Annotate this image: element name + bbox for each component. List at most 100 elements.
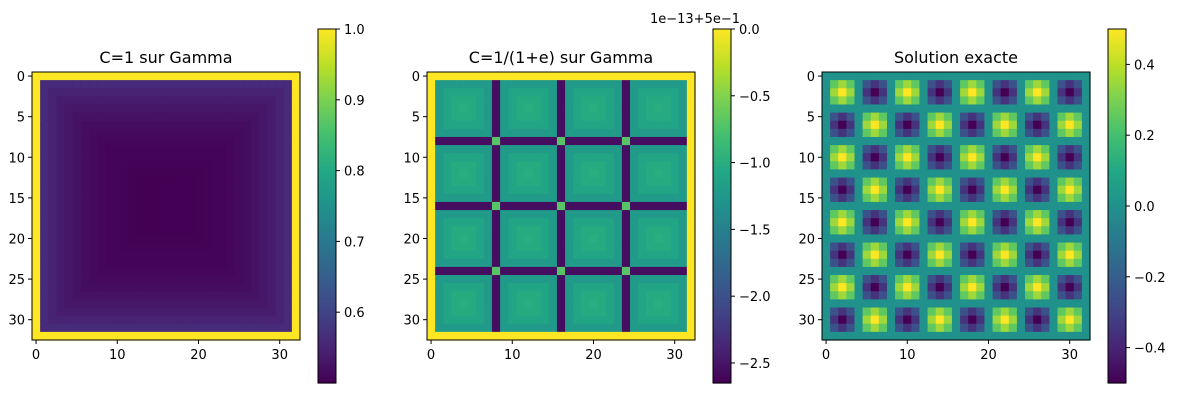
colorbar-segment [318,173,336,178]
y-tick-label: 5 [412,111,420,126]
heatmap-cell [80,201,90,211]
heatmap-cell [113,250,122,260]
heatmap-cell [1016,161,1026,171]
heatmap-cell [540,80,550,89]
heatmap-cell [621,169,631,179]
colorbar-segment [1108,96,1126,101]
heatmap-cell [186,234,196,244]
heatmap-cell [935,88,945,97]
heatmap-cell [243,177,252,187]
heatmap-cell [459,242,469,252]
heatmap-cell [1057,315,1067,325]
heatmap-cell [121,185,131,195]
heatmap-cell [64,258,74,268]
heatmap-cell [113,169,122,179]
heatmap-cell [878,331,888,341]
x-tick-label: 20 [980,348,997,363]
heatmap-cell [1057,177,1067,187]
heatmap-cell [870,80,880,89]
heatmap-cell [646,307,655,317]
heatmap-cell [524,201,534,211]
heatmap-cell [137,307,147,317]
heatmap-cell [56,104,66,114]
heatmap-cell [137,323,147,333]
colorbar-segment [713,309,731,313]
heatmap-cell [854,136,864,146]
heatmap-cell [678,161,688,171]
colorbar-segment [1108,324,1126,328]
heatmap-cell [483,136,493,146]
heatmap-cell [654,307,664,317]
heatmap-cell [170,315,179,325]
heatmap-cell [1065,283,1075,292]
heatmap-cell [984,275,994,284]
heatmap-cell [662,315,672,325]
heatmap-cell [1065,177,1075,187]
heatmap-cell [516,193,526,203]
colorbar-segment [1108,356,1126,360]
heatmap-cell [686,218,696,227]
heatmap-cell [838,193,847,203]
heatmap-cell [202,201,212,211]
heatmap-cell [210,275,220,284]
heatmap-cell [976,169,986,179]
heatmap-cell [210,201,220,211]
heatmap-cell [88,234,98,244]
heatmap-cell [605,120,615,130]
heatmap-cell [943,145,953,154]
heatmap-cell [475,234,485,244]
heatmap-cell [976,112,986,122]
colorbar-segment [713,141,731,145]
heatmap-cell [540,72,550,81]
heatmap-cell [145,80,155,89]
heatmap-cell [846,128,856,138]
heatmap-cell [451,299,461,309]
heatmap-cell [161,250,171,260]
heatmap-cell [96,104,106,114]
heatmap-cell [870,234,880,244]
heatmap-cell [105,307,114,317]
heatmap-cell [935,234,945,244]
colorbar-segment [318,300,336,304]
heatmap-cell [911,275,921,284]
heatmap-cell [267,323,277,333]
heatmap-cell [153,145,163,154]
heatmap-cell [678,323,688,333]
heatmap-cell [597,201,607,211]
heatmap-cell [646,323,655,333]
colorbar-segment [318,247,336,251]
heatmap-cell [153,323,163,333]
heatmap-cell [1057,161,1067,171]
heatmap-cell [483,169,493,179]
colorbar-segment [713,99,731,104]
heatmap-cell [862,266,872,276]
heatmap-cell [1008,226,1018,236]
heatmap-cell [830,161,839,171]
heatmap-cell [565,72,574,81]
heatmap-cell [935,201,945,211]
heatmap-cell [283,88,293,97]
heatmap-cell [870,201,880,211]
heatmap-cell [243,242,252,252]
heatmap-cell [895,323,904,333]
heatmap-cell [508,96,517,106]
x-tick-label: 10 [504,348,521,363]
heatmap-cell [678,193,688,203]
heatmap-cell [291,128,301,138]
heatmap-cell [646,201,655,211]
heatmap-cell [984,193,994,203]
heatmap-cell [1049,323,1059,333]
colorbar-segment [1108,279,1126,284]
colorbar-tick-label: −0.5 [739,90,771,105]
heatmap-cell [1065,291,1075,300]
heatmap-cell [202,291,212,300]
colorbar-segment [318,114,336,119]
heatmap-cell [427,242,436,252]
heatmap-cell [903,291,912,300]
heatmap-cell [630,104,639,114]
heatmap-cell [137,242,147,252]
heatmap-cell [878,153,888,162]
heatmap-cell [992,80,1002,89]
heatmap-cell [540,185,550,195]
heatmap-cell [32,331,41,341]
